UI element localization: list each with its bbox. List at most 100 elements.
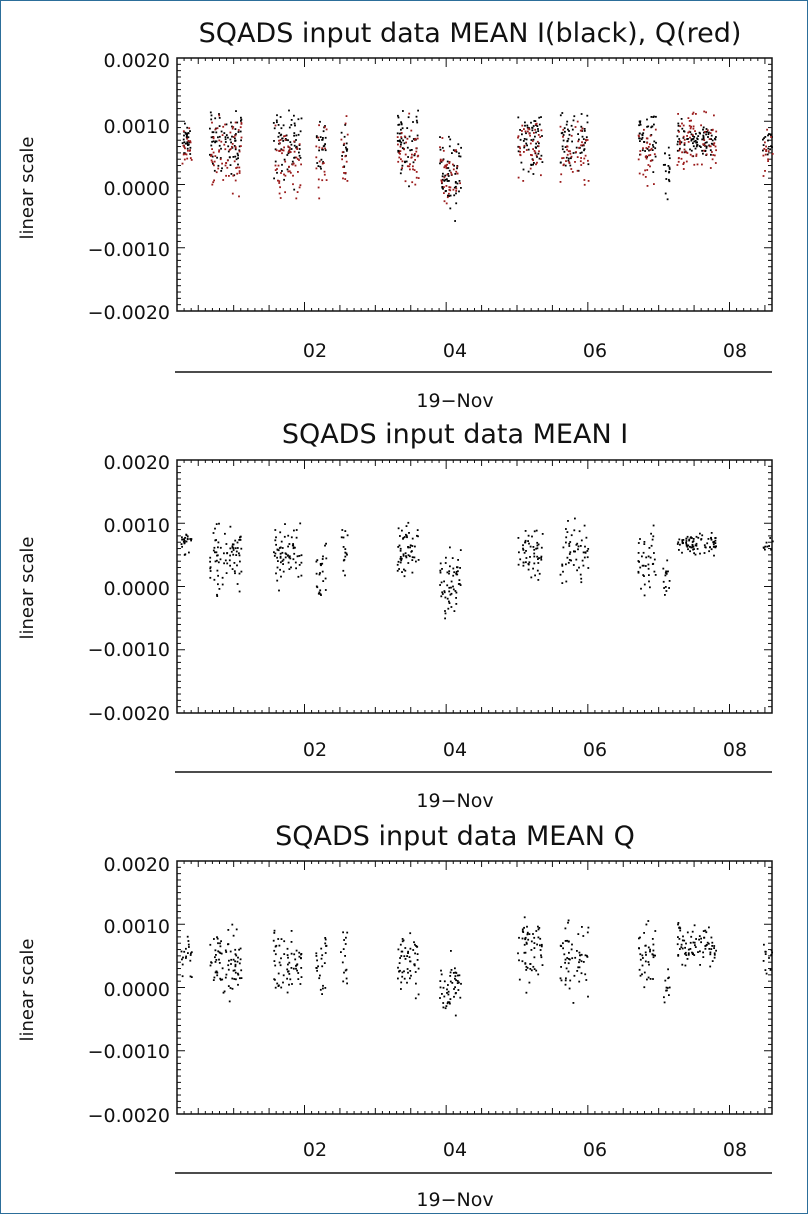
data-point	[190, 159, 193, 161]
data-point	[318, 591, 321, 594]
data-point	[693, 924, 696, 927]
data-point	[527, 127, 530, 130]
data-point	[190, 539, 192, 542]
data-point	[766, 153, 769, 156]
data-point	[319, 563, 322, 565]
data-point	[567, 940, 570, 943]
data-point	[535, 930, 538, 932]
data-point	[562, 139, 565, 142]
data-point	[526, 126, 529, 129]
data-point	[299, 157, 302, 159]
data-point	[691, 951, 693, 954]
chart-2-title: SQADS input data MEAN I	[282, 419, 628, 450]
data-point	[287, 152, 290, 155]
data-point	[226, 552, 228, 555]
data-point	[287, 970, 290, 973]
data-point	[693, 954, 696, 956]
data-point	[705, 133, 707, 136]
data-point	[344, 969, 347, 972]
data-point	[458, 579, 461, 581]
data-point	[648, 547, 651, 549]
data-point	[283, 940, 286, 943]
data-point	[560, 173, 563, 176]
data-point	[215, 954, 217, 956]
data-point	[232, 549, 235, 551]
data-point	[413, 556, 416, 559]
data-point	[210, 159, 213, 162]
data-point	[190, 952, 192, 955]
data-point	[319, 974, 321, 977]
data-point	[680, 943, 683, 946]
data-point	[279, 568, 281, 571]
data-point	[692, 111, 695, 114]
chart-1-ytick-label: 0.0000	[104, 178, 170, 200]
data-point	[186, 157, 189, 160]
data-point	[231, 987, 234, 990]
data-point	[218, 144, 221, 147]
data-point	[278, 547, 281, 549]
data-point	[763, 943, 765, 946]
data-point	[274, 552, 277, 555]
data-point	[187, 132, 190, 135]
data-point	[401, 529, 403, 532]
data-point	[317, 965, 319, 968]
data-point	[280, 540, 283, 543]
data-point	[402, 110, 404, 112]
data-point	[647, 946, 650, 949]
data-point	[232, 543, 235, 546]
data-point	[288, 555, 291, 558]
data-point	[273, 127, 276, 130]
data-point	[517, 150, 520, 153]
data-point	[283, 178, 285, 181]
data-point	[533, 120, 536, 122]
data-point	[184, 147, 186, 150]
data-point	[234, 539, 237, 542]
data-point	[455, 185, 457, 188]
data-point	[533, 162, 535, 164]
data-point	[216, 554, 219, 557]
data-point	[564, 961, 566, 964]
data-point	[563, 127, 566, 129]
data-point	[566, 939, 569, 942]
data-point	[441, 159, 444, 162]
chart-2-date-label: 19−Nov	[416, 790, 493, 812]
data-point	[405, 525, 408, 527]
chart-1-xtick-label: 08	[723, 340, 747, 362]
data-point	[318, 160, 321, 163]
data-point	[276, 114, 278, 117]
data-point	[297, 118, 300, 121]
data-point	[345, 977, 348, 980]
data-point	[705, 128, 708, 130]
data-point	[686, 138, 688, 140]
data-point	[569, 979, 572, 982]
data-point	[577, 548, 579, 551]
data-point	[689, 131, 692, 133]
data-point	[694, 553, 697, 556]
data-point	[240, 118, 243, 121]
data-point	[185, 947, 187, 950]
data-point	[286, 968, 289, 971]
data-point	[645, 157, 648, 160]
data-point	[289, 141, 292, 143]
data-point	[409, 149, 412, 152]
data-point	[240, 969, 243, 972]
data-point	[449, 546, 451, 549]
data-point	[399, 150, 402, 152]
data-point	[273, 932, 276, 934]
data-point	[272, 939, 275, 942]
data-point	[413, 941, 415, 944]
data-point	[287, 545, 289, 548]
data-point	[692, 127, 695, 130]
data-point	[286, 554, 289, 557]
data-point	[448, 590, 451, 593]
data-point	[408, 135, 411, 138]
data-point	[668, 180, 671, 183]
data-point	[397, 546, 400, 548]
data-point	[398, 156, 401, 159]
data-point	[319, 136, 322, 138]
data-point	[643, 932, 645, 934]
data-point	[523, 151, 525, 153]
chart-2-xtick-label: 02	[303, 739, 327, 761]
data-point	[580, 164, 583, 166]
data-point	[234, 953, 237, 956]
